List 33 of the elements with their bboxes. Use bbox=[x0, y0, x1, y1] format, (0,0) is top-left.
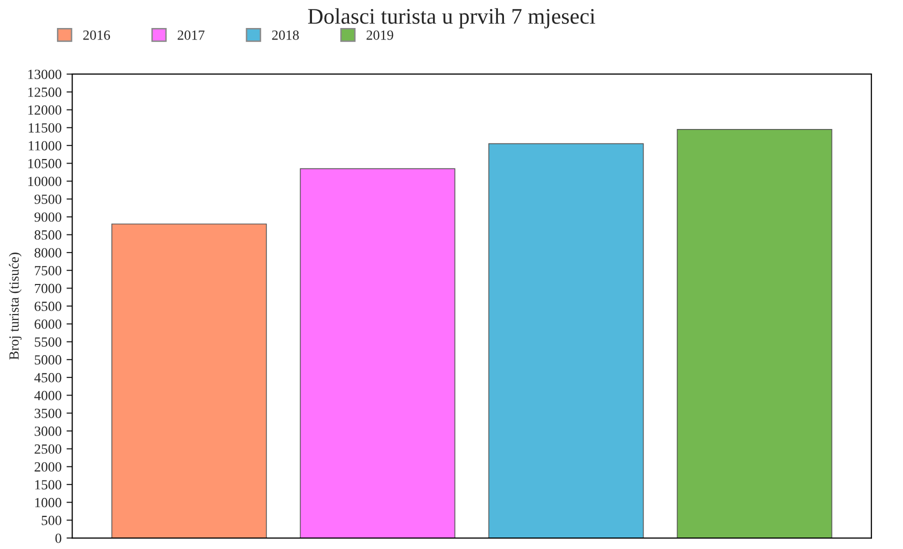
y-tick-label: 10500 bbox=[28, 158, 62, 168]
legend-label: 2016 bbox=[83, 30, 110, 40]
legend-label: 2018 bbox=[272, 30, 299, 40]
y-tick-label: 8000 bbox=[34, 248, 62, 258]
y-tick-label: 6500 bbox=[34, 302, 62, 312]
y-tick-label: 9000 bbox=[34, 212, 62, 222]
y-tick-label: 12000 bbox=[28, 105, 62, 115]
y-tick-label: 4500 bbox=[34, 373, 62, 382]
y-tick-label: 7000 bbox=[34, 284, 62, 294]
y-tick-label: 3500 bbox=[34, 408, 62, 418]
y-tick-label: 9500 bbox=[34, 194, 62, 204]
y-tick-label: 11000 bbox=[28, 141, 62, 150]
y-tick-label: 1500 bbox=[35, 480, 62, 490]
y-tick-label: 2000 bbox=[34, 462, 62, 472]
y-axis-title: Broj turista (tisuće) bbox=[8, 252, 22, 360]
legend-label: 2017 bbox=[178, 30, 204, 40]
y-tick-label: 7500 bbox=[34, 266, 62, 276]
y-tick-label: 13000 bbox=[28, 70, 62, 80]
y-tick-label: 0 bbox=[55, 534, 62, 543]
y-tick-label: 8500 bbox=[34, 230, 62, 240]
y-tick-label: 5000 bbox=[34, 355, 62, 365]
y-tick-label: 11500 bbox=[28, 123, 62, 133]
y-tick-label: 10000 bbox=[28, 176, 62, 186]
y-tick-label: 2500 bbox=[34, 444, 62, 454]
chart-title: Dolasci turista u prvih 7 mjeseci bbox=[308, 8, 596, 28]
y-tick-label: 500 bbox=[42, 516, 62, 526]
y-tick-label: 4000 bbox=[34, 390, 62, 400]
y-tick-label: 5500 bbox=[34, 337, 62, 347]
y-tick-label: 3000 bbox=[34, 426, 62, 436]
legend-label: 2019 bbox=[366, 30, 394, 40]
y-tick-label: 12500 bbox=[28, 88, 62, 97]
y-tick-label: 1000 bbox=[35, 498, 62, 508]
y-tick-label: 6000 bbox=[34, 319, 62, 329]
